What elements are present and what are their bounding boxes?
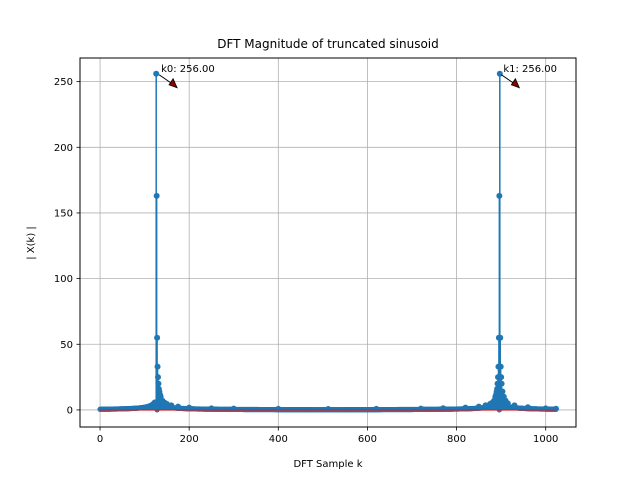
stem-marker bbox=[496, 70, 503, 77]
y-tick-label: 150 bbox=[54, 208, 73, 219]
x-tick-label: 0 bbox=[97, 434, 103, 445]
stem-marker bbox=[499, 388, 506, 395]
stem-marker bbox=[230, 405, 237, 412]
annotation-arrow-head bbox=[168, 77, 178, 89]
stem-marker bbox=[552, 405, 559, 412]
stem-marker bbox=[373, 405, 380, 412]
stem-marker bbox=[325, 406, 332, 413]
annotation-label: k1: 256.00 bbox=[503, 64, 557, 75]
annotations: k0: 256.00 k1: 256.00 bbox=[158, 64, 557, 89]
x-tick-label: 400 bbox=[269, 434, 288, 445]
stem-marker bbox=[153, 192, 160, 199]
stem-marker bbox=[154, 374, 161, 381]
stem-marker bbox=[524, 404, 531, 411]
stem-series bbox=[97, 70, 559, 413]
stem-marker bbox=[154, 334, 161, 341]
stem-marker bbox=[186, 404, 193, 411]
y-axis-ticks: 0 50 100 150 200 250 bbox=[54, 77, 80, 416]
chart-title: DFT Magnitude of truncated sinusoid bbox=[217, 37, 439, 51]
y-tick-label: 250 bbox=[54, 77, 73, 88]
y-tick-label: 200 bbox=[54, 143, 73, 154]
stem-marker bbox=[475, 403, 482, 410]
stem-marker bbox=[155, 380, 162, 387]
stem-marker bbox=[498, 374, 505, 381]
stem-marker bbox=[497, 363, 504, 370]
stem-marker bbox=[497, 334, 504, 341]
stem-marker bbox=[504, 400, 511, 407]
axes-frame bbox=[79, 57, 577, 428]
stem-marker bbox=[154, 363, 161, 370]
y-tick-label: 0 bbox=[67, 405, 73, 416]
stem-marker bbox=[462, 404, 469, 411]
x-axis-label: DFT Sample k bbox=[293, 459, 362, 470]
stem-marker bbox=[175, 403, 182, 410]
y-tick-label: 100 bbox=[54, 274, 73, 285]
y-tick-label: 50 bbox=[60, 340, 73, 351]
x-tick-label: 1000 bbox=[533, 434, 558, 445]
grid bbox=[80, 58, 576, 427]
stem-marker bbox=[498, 380, 505, 387]
stem-marker bbox=[511, 402, 518, 409]
x-axis-ticks: 0 200 400 600 800 1000 bbox=[97, 427, 558, 445]
stem-marker bbox=[417, 405, 424, 412]
y-axis-label: | X(k) | bbox=[26, 226, 37, 260]
x-tick-label: 600 bbox=[358, 434, 377, 445]
stem-marker bbox=[168, 402, 175, 409]
stem-marker bbox=[275, 405, 282, 412]
annotation-label: k0: 256.00 bbox=[161, 64, 215, 75]
x-tick-label: 200 bbox=[180, 434, 199, 445]
x-tick-label: 800 bbox=[447, 434, 466, 445]
annotation-arrow-head bbox=[510, 77, 521, 89]
axes-border bbox=[79, 57, 577, 428]
stem-marker bbox=[153, 70, 160, 77]
